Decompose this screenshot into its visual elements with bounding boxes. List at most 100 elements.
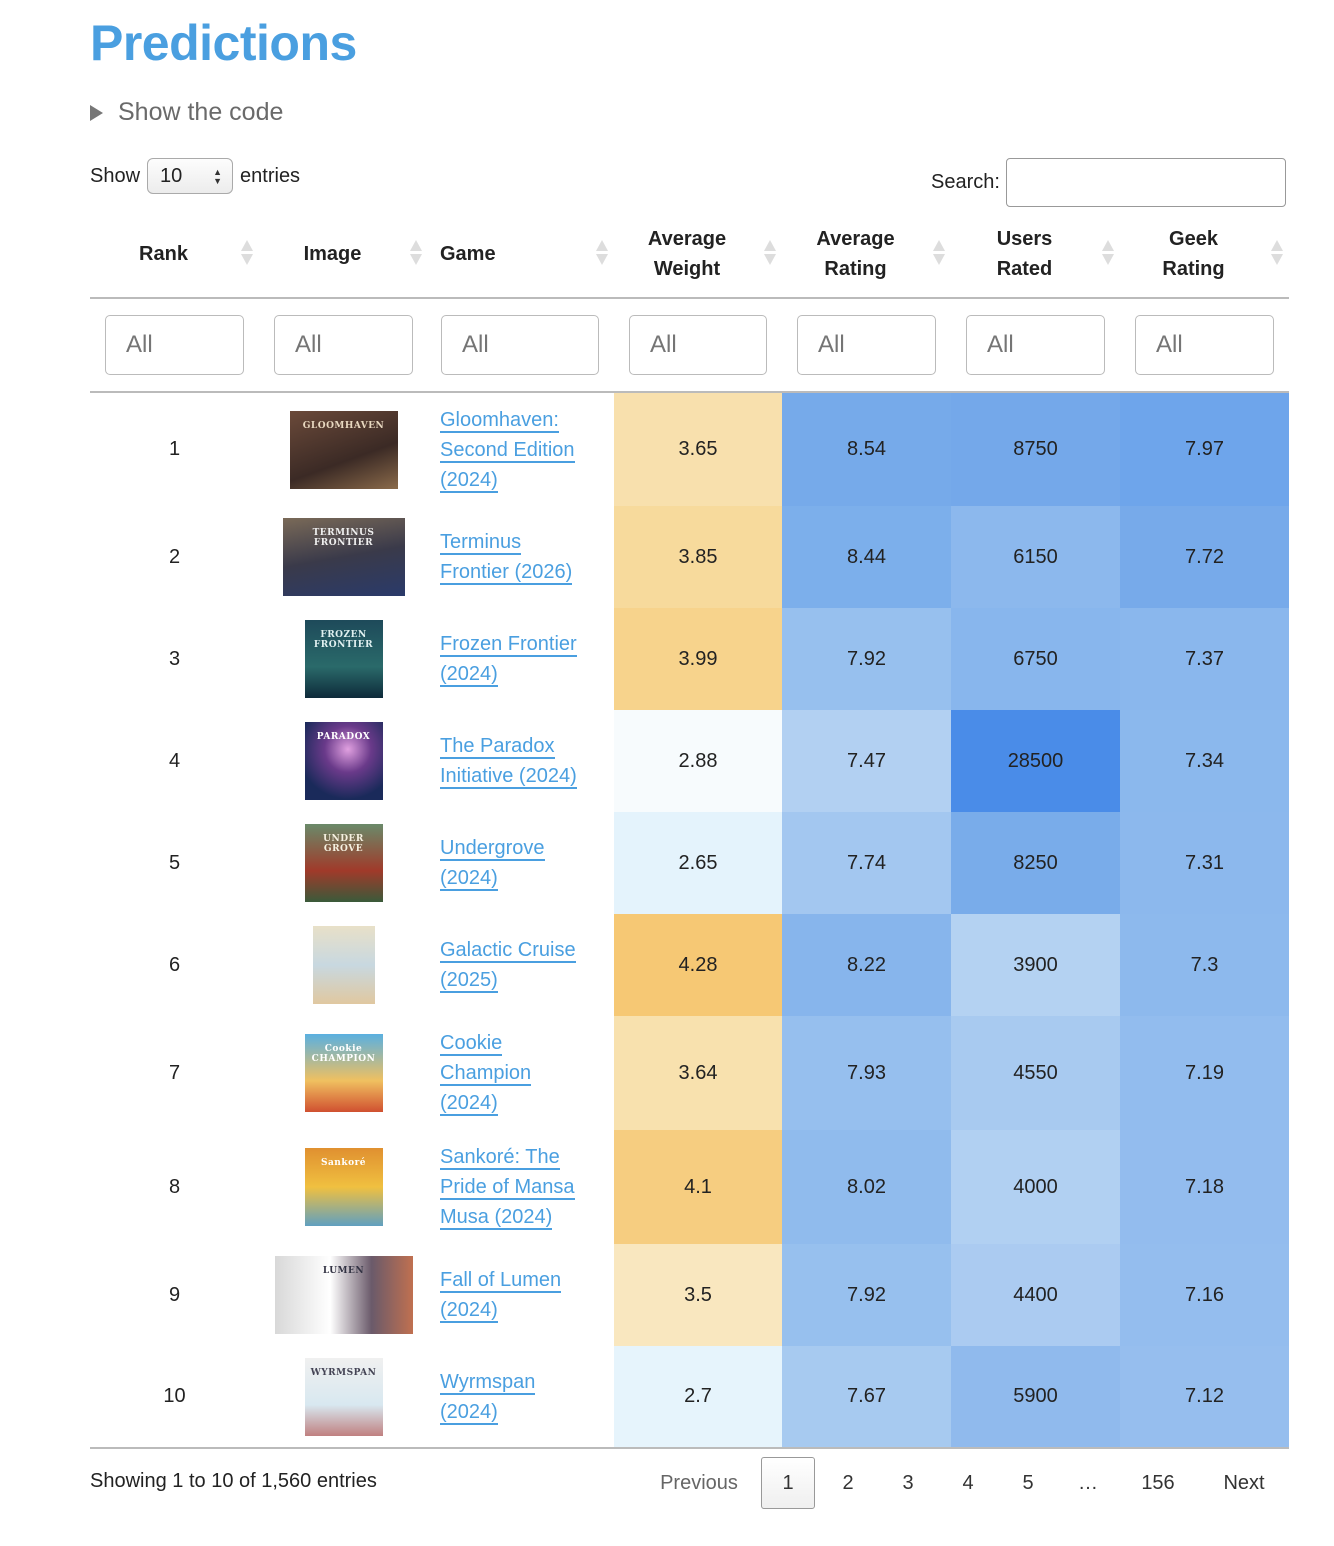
filter-input-rank[interactable] (105, 315, 244, 375)
column-header-users-rated[interactable]: Users Rated (951, 210, 1120, 299)
column-header-image[interactable]: Image (259, 210, 428, 299)
disclosure-triangle-icon (90, 104, 103, 121)
select-arrows-icon: ▲ ▼ (213, 167, 223, 186)
filter-input-average-rating[interactable] (797, 315, 936, 375)
next-page-button[interactable]: Next (1223, 1471, 1265, 1494)
table-row: 8 Sankoré Sankoré: The Pride of Mansa Musa (… (90, 1130, 1289, 1244)
game-link[interactable]: Cookie (440, 1032, 503, 1056)
game-link[interactable]: (2025) (440, 969, 498, 993)
game-link[interactable]: Fall of Lumen (440, 1269, 562, 1293)
gloomhaven-box-image: GLOOMHAVEN (289, 410, 398, 489)
game-link[interactable]: Wyrmspan (440, 1370, 536, 1395)
game-link[interactable]: (2024) (440, 663, 498, 687)
page-title: Predictions (90, 15, 357, 71)
image-cell: GLOOMHAVEN (259, 392, 428, 506)
rank-cell: 7 (168, 1061, 181, 1084)
users-rated-cell: 4000 (951, 1130, 1120, 1244)
average-rating-cell: 8.54 (782, 392, 951, 506)
terminus-frontier-box-image: TERMINUS FRONTIER (282, 518, 405, 596)
game-link[interactable]: Frozen Frontier (440, 633, 577, 657)
game-cell: Terminus Frontier (2026) (428, 506, 614, 608)
rank-cell: 4 (168, 749, 181, 772)
pagination-ellipsis: … (1078, 1471, 1098, 1494)
table-row: 10 WYRMSPAN Wyrmspan (2024) 2.7 7.67 5900 7.12 (90, 1346, 1289, 1449)
average-rating-cell: 8.44 (782, 506, 951, 608)
image-cell: TERMINUS FRONTIER (259, 506, 428, 608)
game-link[interactable]: Sankoré: The (440, 1146, 560, 1170)
game-link[interactable]: Champion (440, 1062, 532, 1086)
image-cell: FROZEN FRONTIER (259, 608, 428, 710)
geek-rating-cell: 7.18 (1120, 1130, 1289, 1244)
column-header-rank[interactable]: Rank (90, 210, 259, 299)
game-cell: Sankoré: The Pride of Mansa Musa (2024) (428, 1130, 614, 1244)
page-5-button[interactable]: 5 (1022, 1471, 1034, 1494)
game-link[interactable]: (2024) (440, 1092, 498, 1116)
page-4-button[interactable]: 4 (962, 1471, 974, 1494)
sort-icon[interactable] (764, 240, 776, 266)
average-rating-cell: 7.67 (782, 1346, 951, 1449)
game-link[interactable]: (2024) (440, 867, 498, 891)
column-header-geek-rating[interactable]: Geek Rating (1120, 210, 1289, 299)
column-header-label-line2: Weight (653, 257, 721, 280)
sort-icon[interactable] (1102, 240, 1114, 266)
sort-icon[interactable] (410, 240, 422, 266)
page-last-button[interactable]: 156 (1141, 1471, 1175, 1494)
cookie-champion-box-image: Cookie CHAMPION (304, 1034, 383, 1112)
users-rated-cell: 6150 (951, 506, 1120, 608)
page-3-button[interactable]: 3 (902, 1471, 914, 1494)
previous-page-button[interactable]: Previous (660, 1471, 738, 1494)
fall-of-lumen-box-image: LUMEN (274, 1256, 413, 1334)
game-link[interactable]: (2024) (440, 468, 498, 493)
users-rated-cell: 6750 (951, 608, 1120, 710)
game-link[interactable]: (2024) (440, 1400, 498, 1425)
page-2-button[interactable]: 2 (842, 1471, 854, 1494)
rank-cell: 10 (90, 1346, 259, 1449)
column-header-average-rating[interactable]: Average Rating (782, 210, 951, 299)
game-cell: The Paradox Initiative (2024) (428, 710, 614, 812)
game-link[interactable]: (2024) (440, 1299, 498, 1323)
filter-cell (1120, 298, 1289, 393)
game-link[interactable]: Pride of Mansa (440, 1176, 575, 1200)
column-header-label-line2: Rated (996, 257, 1053, 280)
column-header-average-weight[interactable]: Average Weight (614, 210, 782, 299)
column-header-label: Geek (1169, 227, 1218, 250)
entries-per-page-select[interactable]: 10 ▲ ▼ (147, 158, 234, 194)
paradox-initiative-box-image: PARADOX (304, 722, 383, 800)
geek-rating-cell: 7.72 (1120, 506, 1289, 608)
table-row: 5 UNDER GROVE Undergrove (2024) 2.65 7.74 8250… (90, 812, 1289, 914)
game-link[interactable]: Initiative (2024) (440, 765, 577, 789)
filter-input-users-rated[interactable] (966, 315, 1105, 375)
game-cell: Wyrmspan (2024) (428, 1346, 614, 1449)
column-header-label: Rank (139, 242, 188, 265)
page-1-button[interactable]: 1 (761, 1457, 815, 1509)
geek-rating-cell: 7.34 (1120, 710, 1289, 812)
sort-icon[interactable] (933, 240, 945, 266)
column-header-game[interactable]: Game (428, 210, 614, 299)
image-cell: WYRMSPAN (259, 1346, 428, 1449)
game-link[interactable]: Second Edition (440, 438, 575, 463)
filter-input-average-weight[interactable] (629, 315, 767, 375)
geek-rating-cell: 7.31 (1120, 812, 1289, 914)
sort-icon[interactable] (241, 240, 253, 266)
image-cell: Cookie CHAMPION (259, 1016, 428, 1130)
table-info: Showing 1 to 10 of 1,560 entries (90, 1470, 377, 1492)
game-link[interactable]: Gloomhaven: (440, 408, 559, 433)
filter-input-image[interactable] (274, 315, 413, 375)
game-link[interactable]: Galactic Cruise (440, 939, 576, 963)
predictions-table: Rank Image Game Average Weight Average Rating U… (90, 210, 1289, 1449)
game-link[interactable]: Frontier (2026) (440, 561, 573, 585)
game-link[interactable]: Terminus (440, 531, 522, 555)
show-code-toggle[interactable]: Show the code (90, 98, 283, 127)
game-link[interactable]: The Paradox (440, 735, 555, 759)
average-weight-cell: 3.99 (614, 608, 782, 710)
filter-input-geek-rating[interactable] (1135, 315, 1274, 375)
filter-cell (428, 298, 614, 393)
sort-icon[interactable] (596, 240, 608, 266)
geek-rating-cell: 7.19 (1120, 1016, 1289, 1130)
game-link[interactable]: Musa (2024) (440, 1206, 553, 1230)
sort-icon[interactable] (1271, 240, 1283, 266)
search-input[interactable] (1005, 158, 1286, 207)
filter-input-game[interactable] (441, 315, 599, 375)
game-link[interactable]: Undergrove (440, 837, 545, 861)
average-weight-cell: 4.1 (614, 1130, 782, 1244)
